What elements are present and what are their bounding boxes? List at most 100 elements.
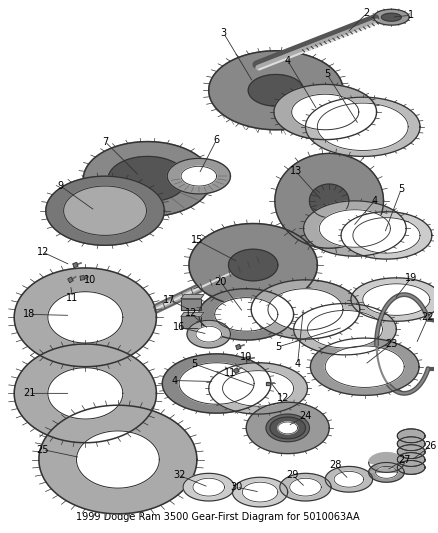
Text: 15: 15 [191, 236, 203, 245]
Text: 11: 11 [66, 293, 78, 303]
Text: 16: 16 [173, 322, 185, 332]
Text: 5: 5 [398, 184, 404, 194]
Polygon shape [251, 280, 360, 339]
Text: 5: 5 [324, 69, 330, 79]
Polygon shape [181, 317, 201, 328]
Text: 4: 4 [371, 196, 378, 206]
Polygon shape [305, 97, 420, 156]
Polygon shape [363, 284, 430, 316]
Text: 10: 10 [240, 352, 252, 362]
Polygon shape [369, 463, 404, 482]
Text: 28: 28 [329, 461, 341, 471]
Polygon shape [193, 478, 225, 496]
Polygon shape [278, 422, 297, 434]
Polygon shape [319, 209, 390, 247]
Text: 2: 2 [364, 8, 370, 18]
Text: 12: 12 [276, 393, 289, 403]
Polygon shape [187, 320, 230, 348]
Text: 4: 4 [171, 376, 177, 385]
Polygon shape [290, 478, 321, 496]
Text: 9: 9 [57, 181, 64, 191]
Polygon shape [181, 295, 204, 298]
Text: 32: 32 [173, 470, 185, 480]
Polygon shape [351, 278, 438, 321]
Polygon shape [108, 156, 187, 202]
Polygon shape [293, 303, 396, 355]
Polygon shape [162, 354, 271, 413]
Text: 20: 20 [214, 277, 227, 287]
Text: 12: 12 [37, 247, 49, 257]
Text: 22: 22 [422, 312, 434, 322]
Polygon shape [397, 429, 425, 443]
Polygon shape [181, 166, 217, 186]
Polygon shape [246, 357, 251, 361]
Polygon shape [274, 84, 377, 140]
Polygon shape [76, 431, 159, 488]
Polygon shape [270, 417, 305, 439]
Text: 30: 30 [230, 482, 243, 492]
Polygon shape [68, 277, 73, 282]
Polygon shape [209, 363, 307, 414]
Text: 23: 23 [385, 339, 398, 349]
Polygon shape [341, 212, 432, 259]
Text: 24: 24 [299, 411, 312, 421]
Polygon shape [381, 13, 401, 21]
Polygon shape [233, 368, 239, 373]
Polygon shape [236, 344, 241, 350]
Polygon shape [266, 382, 270, 385]
Polygon shape [375, 466, 397, 478]
Text: 11: 11 [224, 368, 237, 378]
Text: 27: 27 [398, 455, 410, 465]
Polygon shape [397, 453, 425, 466]
Text: 12: 12 [185, 309, 197, 318]
Polygon shape [167, 158, 230, 194]
Polygon shape [242, 482, 278, 502]
Polygon shape [325, 346, 404, 387]
Polygon shape [233, 477, 288, 507]
Polygon shape [83, 142, 212, 216]
Polygon shape [397, 445, 425, 458]
Polygon shape [397, 461, 425, 474]
Polygon shape [311, 338, 419, 395]
Text: 21: 21 [23, 389, 35, 398]
Polygon shape [179, 363, 254, 404]
Text: 7: 7 [102, 136, 108, 147]
Polygon shape [397, 437, 425, 450]
Polygon shape [307, 310, 382, 348]
Polygon shape [304, 201, 406, 256]
Polygon shape [14, 344, 156, 443]
Text: 1: 1 [408, 10, 414, 20]
Polygon shape [209, 51, 343, 130]
Polygon shape [14, 268, 156, 367]
Text: 3: 3 [220, 28, 226, 38]
Polygon shape [181, 298, 201, 310]
Text: 25: 25 [37, 445, 49, 455]
Polygon shape [183, 473, 234, 501]
Polygon shape [280, 473, 331, 501]
Polygon shape [46, 176, 164, 245]
Polygon shape [246, 402, 329, 454]
Polygon shape [334, 471, 364, 487]
Polygon shape [48, 292, 123, 343]
Polygon shape [353, 217, 420, 253]
Polygon shape [73, 262, 78, 268]
Text: 5: 5 [275, 342, 281, 352]
Polygon shape [309, 184, 349, 217]
Polygon shape [48, 368, 123, 419]
Text: 4: 4 [294, 359, 300, 369]
Polygon shape [248, 75, 304, 106]
Polygon shape [317, 103, 408, 150]
Text: 1999 Dodge Ram 3500 Gear-First Diagram for 5010063AA: 1999 Dodge Ram 3500 Gear-First Diagram f… [76, 512, 360, 522]
Polygon shape [181, 312, 204, 317]
Polygon shape [229, 249, 278, 281]
Polygon shape [39, 405, 197, 514]
Polygon shape [64, 186, 147, 236]
Polygon shape [199, 289, 293, 340]
Polygon shape [80, 276, 85, 280]
Text: 6: 6 [214, 135, 220, 144]
Polygon shape [196, 326, 222, 342]
Polygon shape [369, 453, 404, 472]
Text: 29: 29 [286, 470, 299, 480]
Text: 13: 13 [290, 166, 302, 176]
Polygon shape [266, 414, 309, 442]
